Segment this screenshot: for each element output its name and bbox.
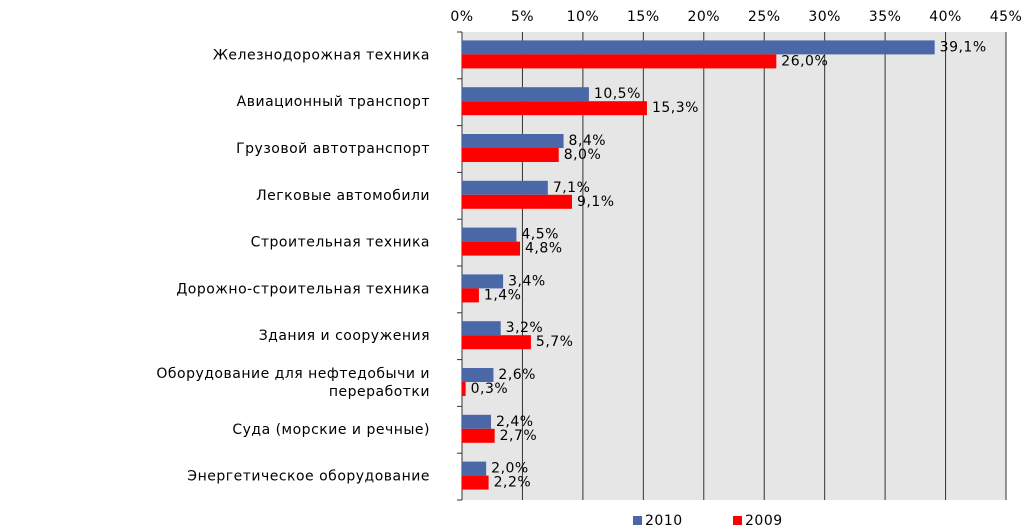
value-label: 15,3% xyxy=(652,100,699,116)
bar xyxy=(462,241,521,256)
bar xyxy=(462,180,548,195)
category-label: Строительная техника xyxy=(251,235,430,251)
bar xyxy=(462,461,487,476)
x-tick-label: 35% xyxy=(869,9,902,25)
bar xyxy=(462,227,517,242)
category-label: Энергетическое оборудование xyxy=(187,469,430,485)
bar xyxy=(462,87,589,102)
category-label: Дорожно-строительная техника xyxy=(176,281,430,297)
legend-label: 2010 xyxy=(645,513,683,529)
value-label: 8,0% xyxy=(564,147,602,163)
value-label: 3,4% xyxy=(508,273,546,289)
value-label: 10,5% xyxy=(594,86,641,102)
category-label: Железнодорожная техника xyxy=(213,47,430,63)
value-label: 1,4% xyxy=(484,287,522,303)
value-label: 5,7% xyxy=(536,334,574,350)
category-label: Легковые автомобили xyxy=(256,188,430,204)
x-tick-label: 40% xyxy=(929,9,962,25)
category-label: Оборудование для нефтедобычи и переработк… xyxy=(156,366,430,400)
bar xyxy=(462,194,573,209)
value-label: 8,4% xyxy=(569,133,607,149)
value-label: 9,1% xyxy=(577,194,615,210)
category-label: Здания и сооружения xyxy=(259,328,430,344)
x-tick-label: 20% xyxy=(687,9,720,25)
category-label: Авиационный транспорт xyxy=(237,94,430,110)
bar xyxy=(462,428,495,443)
bar xyxy=(462,54,777,69)
x-tick-label: 30% xyxy=(808,9,841,25)
value-label: 26,0% xyxy=(781,53,828,69)
value-label: 3,2% xyxy=(506,320,544,336)
bar xyxy=(462,335,531,350)
x-tick-label: 5% xyxy=(511,9,534,25)
legend-swatch xyxy=(633,516,642,525)
bar xyxy=(462,274,504,289)
bar xyxy=(462,382,466,396)
bar xyxy=(462,40,935,55)
bar xyxy=(462,288,479,303)
x-tick-label: 0% xyxy=(450,9,473,25)
value-label: 2,7% xyxy=(500,428,538,444)
value-label: 2,4% xyxy=(496,414,534,430)
bar xyxy=(462,414,492,429)
value-label: 2,6% xyxy=(498,367,536,383)
x-tick-label: 25% xyxy=(748,9,781,25)
category-label: Суда (морские и речные) xyxy=(232,422,430,438)
x-tick-label: 45% xyxy=(990,9,1023,25)
value-label: 4,8% xyxy=(525,241,563,257)
legend-label: 2009 xyxy=(745,513,783,529)
value-label: 4,5% xyxy=(521,227,559,243)
value-label: 2,2% xyxy=(494,475,532,491)
category-label: Грузовой автотранспорт xyxy=(236,141,430,157)
bar xyxy=(462,368,494,382)
bar xyxy=(462,475,489,490)
bar xyxy=(462,134,564,148)
value-label: 7,1% xyxy=(553,180,591,196)
bar xyxy=(462,321,501,336)
legend-swatch xyxy=(733,516,742,525)
x-tick-label: 15% xyxy=(627,9,660,25)
bar xyxy=(462,148,559,162)
bar xyxy=(462,101,647,116)
value-label: 2,0% xyxy=(491,461,529,477)
x-tick-label: 10% xyxy=(567,9,600,25)
value-label: 0,3% xyxy=(471,381,509,397)
value-label: 39,1% xyxy=(940,39,987,55)
